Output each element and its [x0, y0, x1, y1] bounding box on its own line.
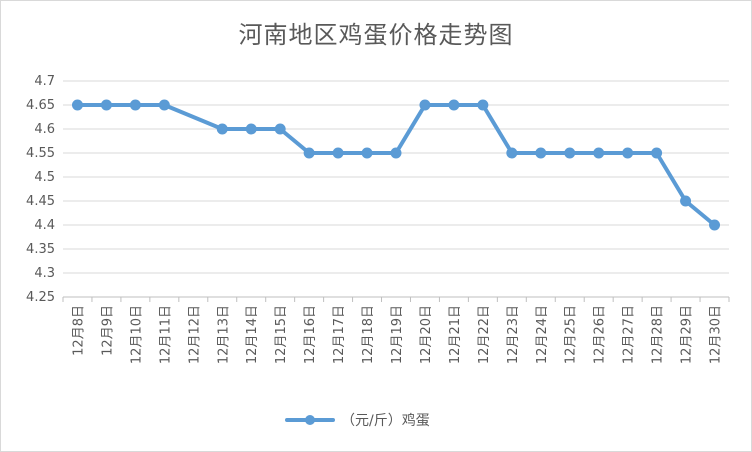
data-point [274, 123, 286, 135]
y-tick-label: 4.25 [26, 290, 55, 305]
data-point [651, 147, 663, 159]
data-point [129, 99, 141, 111]
data-point [622, 147, 634, 159]
x-tick-label: 12月8日 [71, 305, 86, 356]
data-point [506, 147, 518, 159]
x-tick-label: 12月25日 [564, 305, 579, 364]
data-point [100, 99, 112, 111]
data-point [390, 147, 402, 159]
y-tick-label: 4.35 [26, 242, 55, 257]
data-point [71, 99, 83, 111]
data-point [709, 219, 721, 231]
data-point [564, 147, 576, 159]
x-tick-label: 12月22日 [477, 305, 492, 364]
data-point [303, 147, 315, 159]
x-tick-label: 12月28日 [651, 305, 666, 364]
x-tick-label: 12月30日 [709, 305, 724, 364]
x-tick-label: 12月27日 [622, 305, 637, 364]
y-tick-label: 4.45 [26, 194, 55, 209]
series-line [75, 103, 717, 227]
x-tick-label: 12月15日 [274, 305, 289, 364]
x-tick-label: 12月17日 [332, 305, 347, 364]
x-tick-label: 12月24日 [535, 305, 550, 364]
data-point [245, 123, 257, 135]
legend-marker [305, 415, 315, 425]
x-tick-label: 12月18日 [361, 305, 376, 364]
data-point [680, 195, 692, 207]
chart-title: 河南地区鸡蛋价格走势图 [238, 21, 514, 49]
y-tick-label: 4.4 [34, 218, 55, 233]
x-tick-label: 12月12日 [187, 305, 202, 364]
x-tick-label: 12月14日 [245, 305, 260, 364]
x-tick-label: 12月20日 [419, 305, 434, 364]
x-tick-label: 12月13日 [216, 305, 231, 364]
data-point [158, 99, 170, 111]
data-point [216, 123, 228, 135]
data-point [477, 99, 489, 111]
y-tick-label: 4.5 [34, 170, 55, 185]
data-point [332, 147, 344, 159]
x-tick-label: 12月10日 [129, 305, 144, 364]
y-tick-label: 4.65 [26, 98, 55, 113]
x-tick-label: 12月23日 [506, 305, 521, 364]
y-tick-label: 4.7 [34, 74, 55, 89]
x-tick-label: 12月29日 [680, 305, 695, 364]
y-tick-label: 4.6 [34, 122, 55, 137]
x-tick-label: 12月26日 [593, 305, 608, 364]
y-tick-label: 4.3 [34, 266, 55, 281]
data-point [361, 147, 373, 159]
x-tick-label: 12月11日 [158, 305, 173, 364]
x-tick-label: 12月9日 [100, 305, 115, 356]
data-point [593, 147, 605, 159]
x-tick-label: 12月16日 [303, 305, 318, 364]
x-tick-label: 12月21日 [448, 305, 463, 364]
legend-label: （元/斤）鸡蛋 [341, 412, 430, 429]
data-point [535, 147, 547, 159]
data-point [448, 99, 460, 111]
x-tick-label: 12月19日 [390, 305, 405, 364]
y-tick-label: 4.55 [26, 146, 55, 161]
data-point [419, 99, 431, 111]
